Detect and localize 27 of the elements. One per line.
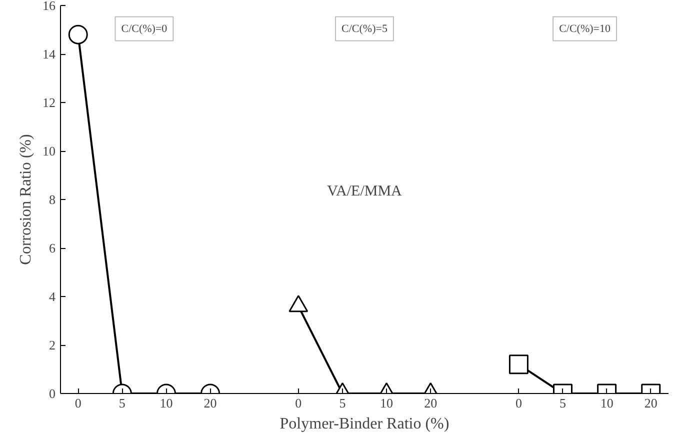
y-tick-label: 6	[49, 240, 56, 256]
annotation: C/C(%)=5	[342, 22, 388, 35]
x-tick-label: 10	[160, 396, 173, 410]
x-tick-label: 5	[339, 396, 346, 410]
x-tick-label: 5	[560, 396, 566, 410]
x-tick-label: 5	[118, 396, 126, 410]
y-tick-label: 8	[49, 192, 56, 207]
x-tick-label: 0	[74, 396, 82, 410]
y-tick-label: 10	[42, 144, 56, 158]
y-axis-title: Corrosion Ratio (%)	[18, 134, 34, 265]
annotation: VA/E/MMA	[327, 184, 402, 200]
y-tick-label: 16	[42, 0, 56, 13]
x-tick-label: 20	[644, 396, 658, 410]
x-axis-title: Polymer-Binder Ratio (%)	[280, 416, 450, 432]
y-tick-label: 14	[42, 46, 56, 62]
annotation: C/C(%)=0	[121, 22, 168, 35]
annotation: C/C(%)=10	[559, 22, 611, 35]
x-tick-label: 20	[424, 396, 438, 410]
x-tick-label: 10	[380, 396, 394, 410]
x-tick-label: 20	[204, 396, 217, 410]
y-tick-label: 2	[49, 338, 56, 352]
y-tick-label: 0	[49, 386, 56, 401]
x-tick-label: 10	[600, 396, 614, 410]
x-tick-label: 0	[515, 396, 522, 410]
x-tick-label: 0	[295, 396, 302, 410]
y-tick-label: 12	[42, 95, 56, 110]
y-tick-label: 4	[49, 289, 56, 304]
